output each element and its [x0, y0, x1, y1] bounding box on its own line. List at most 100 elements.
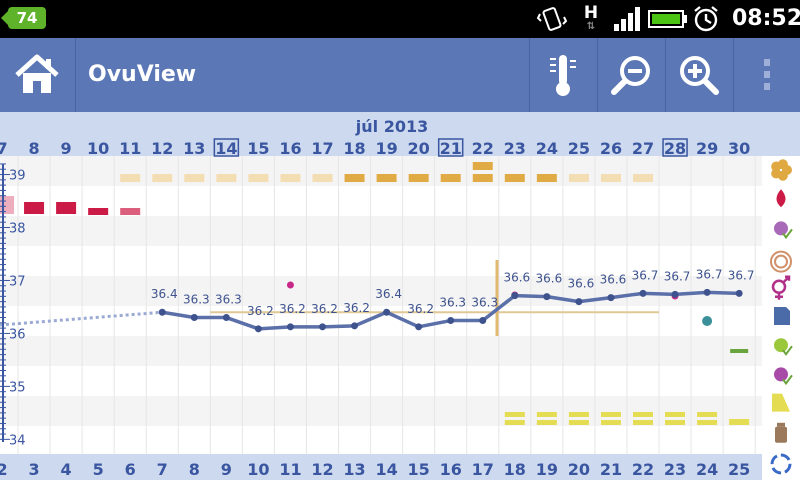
overflow-menu-button[interactable]	[734, 38, 800, 112]
cycle-day-label[interactable]: 3	[28, 460, 39, 479]
note-icon[interactable]	[774, 307, 790, 325]
temperature-point[interactable]	[286, 323, 294, 331]
cycle-day-label[interactable]: 14	[375, 460, 397, 479]
date-label[interactable]: 14	[215, 139, 237, 158]
cycle-day-label[interactable]: 17	[472, 460, 494, 479]
date-label[interactable]: 16	[279, 139, 301, 158]
cycle-day-label[interactable]: 7	[157, 460, 168, 479]
drop-icon[interactable]	[776, 189, 786, 208]
gender-icon[interactable]	[771, 275, 791, 300]
rings-icon[interactable]	[770, 250, 792, 273]
splatter-icon[interactable]	[774, 221, 793, 240]
date-label[interactable]: 18	[343, 139, 365, 158]
date-label[interactable]: 21	[440, 139, 462, 158]
date-label[interactable]: 9	[61, 139, 72, 158]
date-label[interactable]: 19	[375, 139, 397, 158]
symptom-dot	[702, 316, 713, 326]
bottle-icon[interactable]	[775, 422, 787, 443]
date-label[interactable]: 28	[664, 139, 686, 158]
temperature-label: 36.3	[471, 296, 498, 310]
date-label[interactable]: 12	[151, 139, 173, 158]
cycle-day-label[interactable]: 18	[504, 460, 526, 479]
temperature-point[interactable]	[479, 317, 487, 325]
temperature-point[interactable]	[703, 288, 711, 296]
cycle-day-label[interactable]: 13	[343, 460, 365, 479]
cycle-day-label[interactable]: 20	[568, 460, 590, 479]
berry-check-icon[interactable]	[774, 367, 793, 386]
temperature-label: 36.7	[664, 269, 691, 283]
cycle-day-label[interactable]: 6	[125, 460, 136, 479]
zoom-out-button[interactable]	[598, 38, 664, 112]
cycle-day-label[interactable]: 19	[536, 460, 558, 479]
battery-notification-icon[interactable]: 74	[1, 7, 46, 29]
date-label[interactable]: 27	[632, 139, 654, 158]
zoom-in-button[interactable]	[666, 38, 732, 112]
temperature-point[interactable]	[222, 314, 230, 322]
temperature-label: 36.4	[375, 287, 402, 301]
cycle-day-label[interactable]: 10	[247, 460, 269, 479]
cycle-day-label[interactable]: 4	[61, 460, 72, 479]
cycle-day-label[interactable]: 16	[440, 460, 462, 479]
date-label[interactable]: 10	[87, 139, 109, 158]
cycle-day-label[interactable]: 25	[728, 460, 750, 479]
pill-check-icon[interactable]	[774, 338, 793, 356]
temperature-button[interactable]	[530, 38, 596, 112]
test-strip-icon[interactable]	[772, 393, 790, 412]
date-label[interactable]: 13	[183, 139, 205, 158]
temperature-point[interactable]	[351, 322, 359, 330]
temperature-point[interactable]	[158, 308, 166, 316]
date-label[interactable]: 20	[408, 139, 430, 158]
cycle-day-label[interactable]: 23	[664, 460, 686, 479]
cycle-day-label[interactable]: 11	[279, 460, 301, 479]
cycle-day-label[interactable]: 8	[189, 460, 200, 479]
flower-icon[interactable]	[771, 159, 792, 181]
date-label[interactable]: 11	[119, 139, 141, 158]
date-label[interactable]: 17	[311, 139, 333, 158]
date-label[interactable]: 23	[504, 139, 526, 158]
cycle-day-label[interactable]: 5	[93, 460, 104, 479]
note-shape	[774, 307, 790, 325]
cycle-day-label[interactable]: 12	[311, 460, 333, 479]
fertility-mark	[344, 174, 365, 182]
date-label[interactable]: 25	[568, 139, 590, 158]
date-label[interactable]: 8	[28, 139, 39, 158]
temperature-point[interactable]	[671, 290, 679, 298]
temperature-point[interactable]	[639, 289, 647, 297]
fertility-mark	[472, 162, 493, 170]
temperature-point[interactable]	[511, 292, 519, 300]
temperature-point[interactable]	[319, 323, 326, 331]
test-mark	[600, 420, 621, 425]
cycle-day-label[interactable]: 21	[600, 460, 622, 479]
temperature-point[interactable]	[254, 325, 262, 333]
temperature-point[interactable]	[543, 293, 551, 301]
cycle-day-label[interactable]: 22	[632, 460, 654, 479]
date-label[interactable]: 26	[600, 139, 622, 158]
fertility-mark	[568, 174, 589, 182]
date-label[interactable]: 29	[696, 139, 718, 158]
home-button[interactable]	[0, 38, 74, 112]
cycle-day-label[interactable]: 24	[696, 460, 718, 479]
strip-shape	[772, 393, 790, 412]
date-label[interactable]: 30	[728, 139, 750, 158]
date-header	[0, 112, 800, 156]
temperature-point[interactable]	[190, 314, 198, 322]
temperature-point[interactable]	[607, 294, 615, 302]
temperature-chart[interactable]: 36.4 36.3 36.3 36.2 36.2 36.2 36.2 36.4 36.2 36.3…	[0, 112, 800, 480]
temperature-point[interactable]	[447, 317, 455, 325]
temperature-point[interactable]	[575, 298, 583, 306]
cycle-day-label[interactable]: 2	[0, 460, 8, 479]
gender-shape	[775, 275, 791, 300]
temperature-point[interactable]	[383, 308, 391, 316]
cycle-day-label[interactable]: 9	[221, 460, 232, 479]
temperature-point[interactable]	[735, 289, 743, 297]
test-mark	[504, 412, 525, 417]
temperature-point[interactable]	[415, 323, 423, 331]
y-tick-label: 36	[9, 327, 26, 342]
date-label[interactable]: 24	[536, 139, 558, 158]
cycle-day-label[interactable]: 15	[408, 460, 430, 479]
date-label[interactable]: 7	[0, 139, 8, 158]
cycle-icon[interactable]	[770, 453, 792, 475]
test-mark	[568, 420, 589, 425]
date-label[interactable]: 15	[247, 139, 269, 158]
date-label[interactable]: 22	[472, 139, 494, 158]
